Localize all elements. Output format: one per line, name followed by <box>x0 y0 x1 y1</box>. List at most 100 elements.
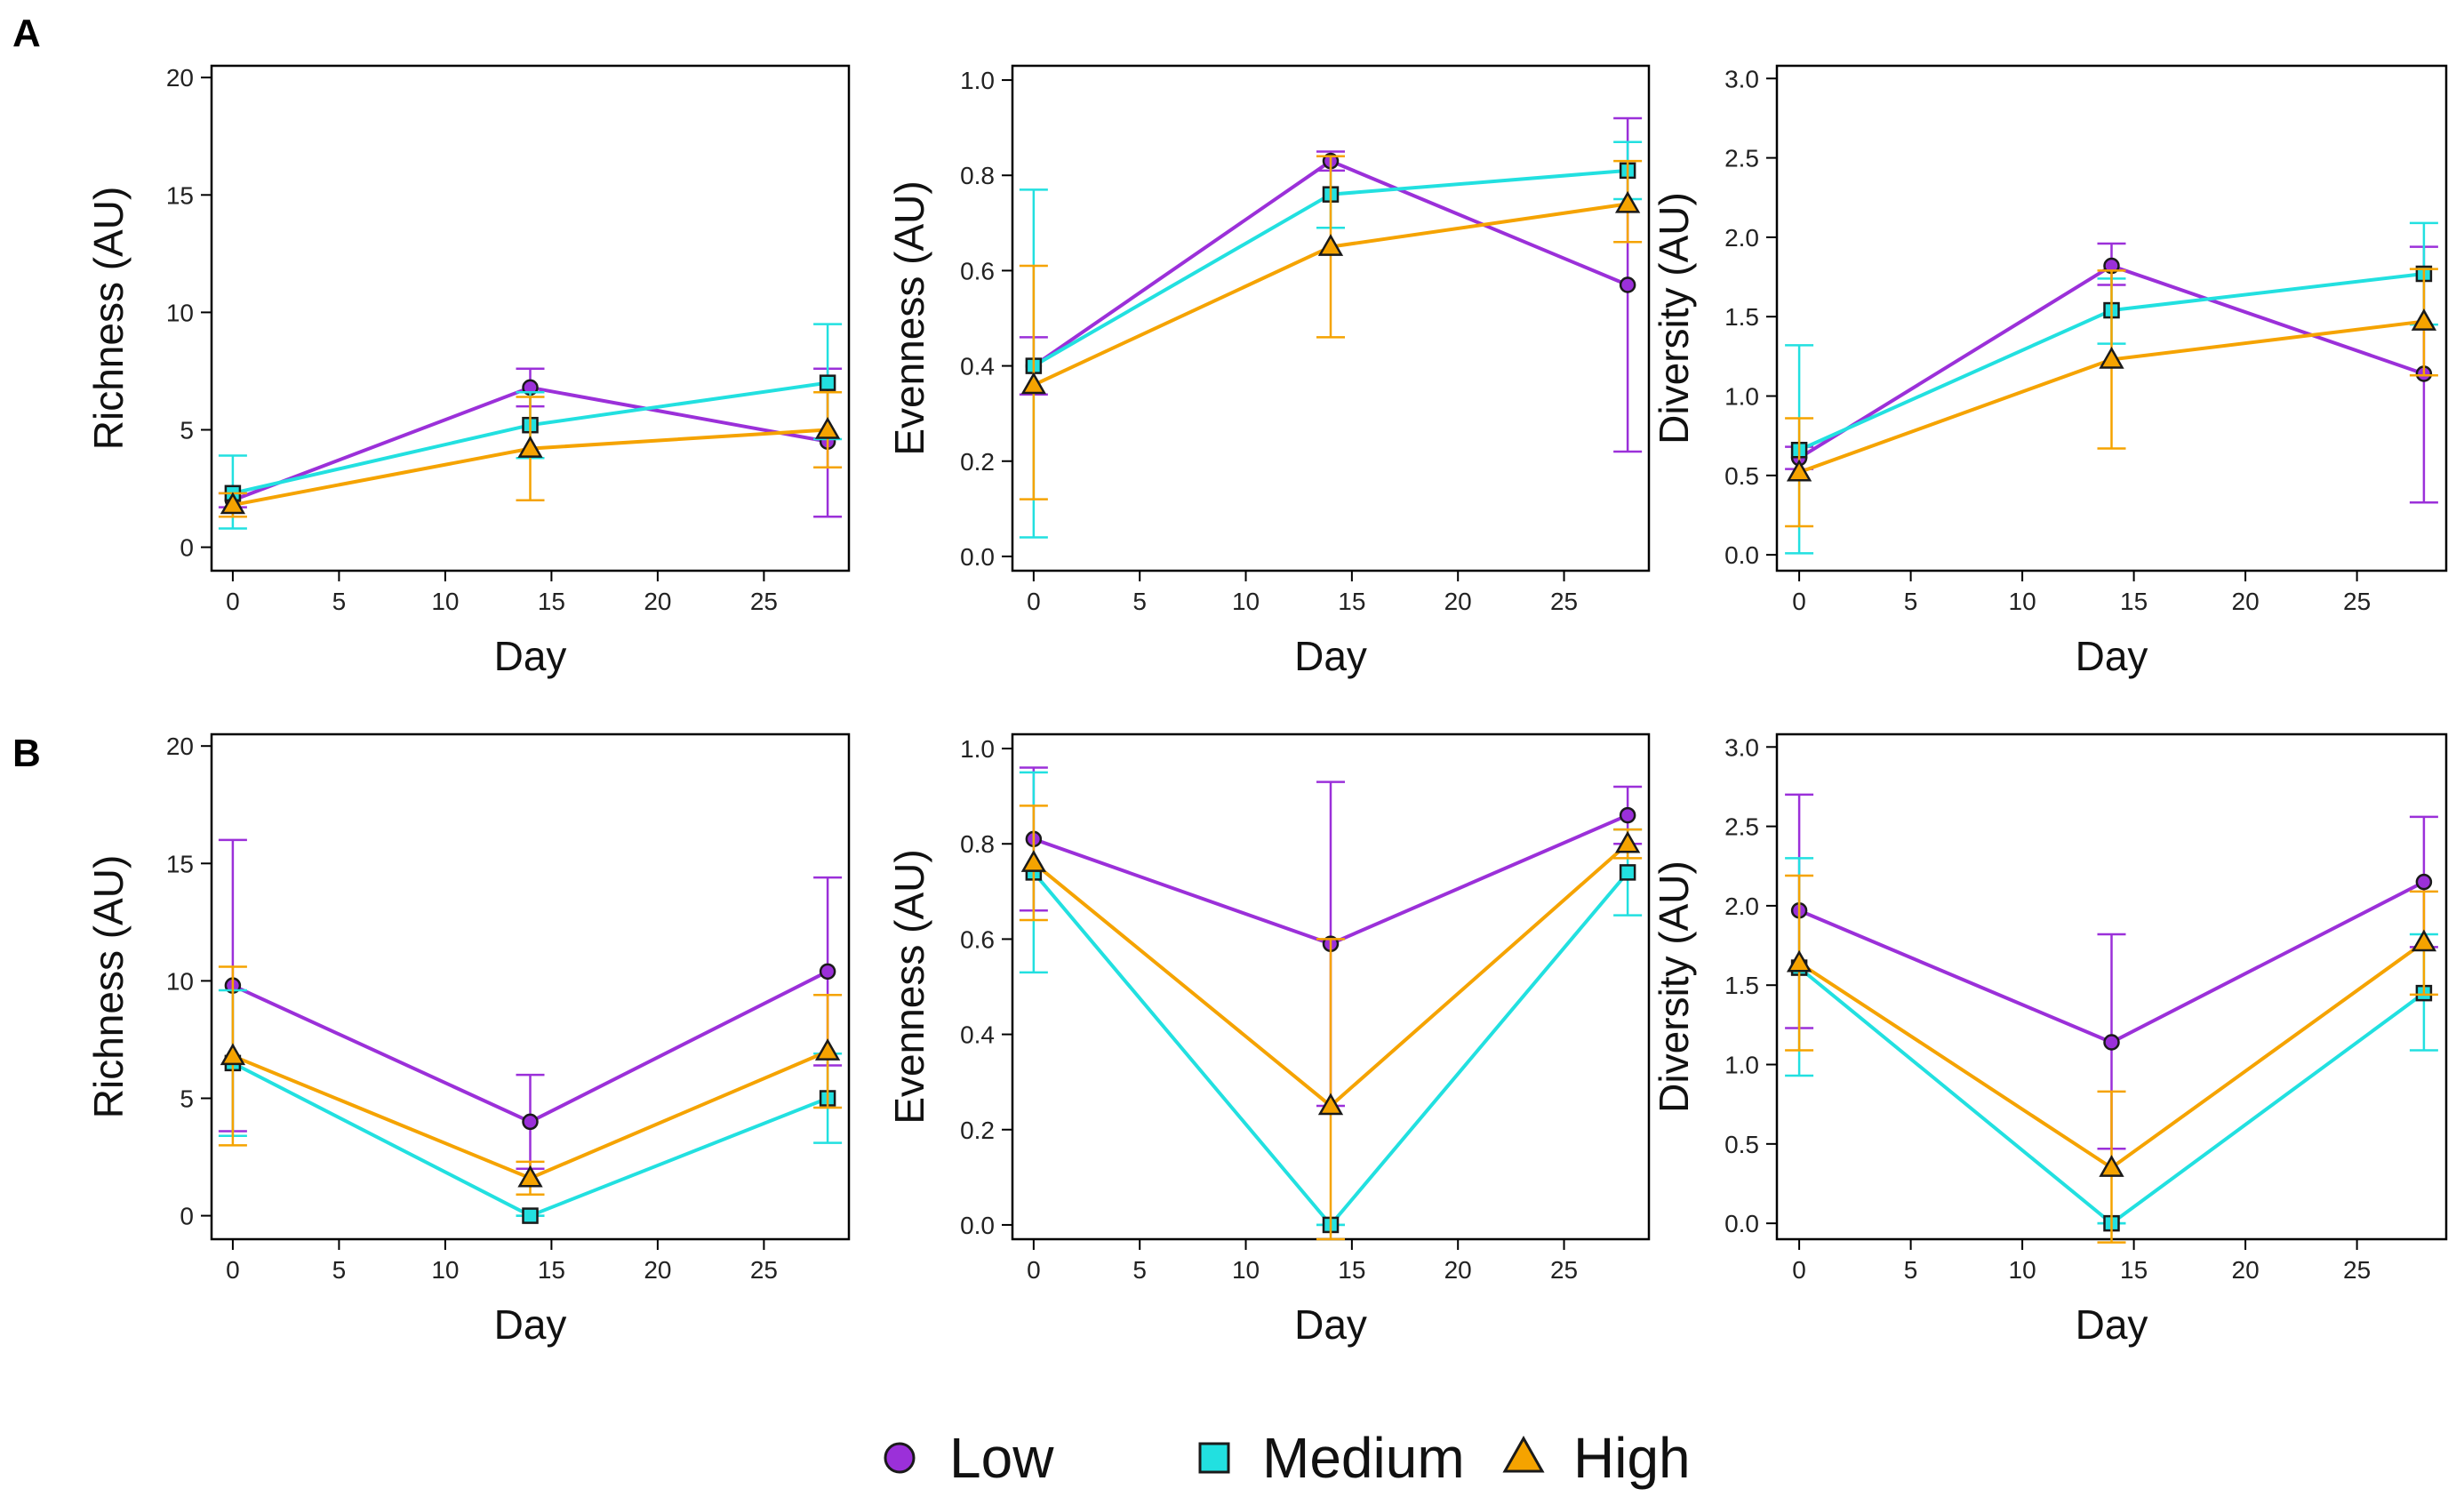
series-high <box>1019 805 1643 1241</box>
series-low <box>218 838 843 1170</box>
legend-label: High <box>1573 1426 1691 1490</box>
y-tick-label: 0 <box>180 534 194 562</box>
plot-frame <box>210 64 851 572</box>
x-tick-label: 25 <box>1550 588 1578 615</box>
y-tick-label: 20 <box>166 732 194 760</box>
y-axis-label: Diversity (AU) <box>1651 861 1697 1113</box>
x-tick-label: 10 <box>1232 1256 1260 1284</box>
data-point <box>1614 190 1641 213</box>
y-tick-label: 5 <box>180 1085 194 1112</box>
data-point <box>2411 308 2437 331</box>
x-tick-label: 15 <box>1338 1256 1365 1284</box>
x-tick-label: 0 <box>226 1256 240 1284</box>
y-tick-label: 1.5 <box>1724 303 1759 331</box>
x-tick-label: 20 <box>1444 588 1472 615</box>
data-point <box>517 1165 543 1188</box>
data-point <box>522 1207 539 1224</box>
x-tick-label: 0 <box>1027 588 1041 615</box>
y-tick-label: 15 <box>166 181 194 209</box>
x-tick-label: 25 <box>2343 1256 2371 1284</box>
y-tick-label: 1.0 <box>960 67 995 94</box>
y-tick-label: 0.6 <box>960 925 995 953</box>
y-tick-label: 0.0 <box>960 543 995 571</box>
data-point <box>2099 346 2124 369</box>
x-tick-label: 10 <box>2009 588 2036 615</box>
x-tick-label: 15 <box>2120 588 2148 615</box>
y-tick-label: 5 <box>180 416 194 444</box>
data-point <box>2103 1034 2120 1051</box>
x-tick-label: 5 <box>1132 588 1147 615</box>
x-tick-label: 10 <box>2009 1256 2036 1284</box>
x-tick-label: 25 <box>750 1256 778 1284</box>
y-tick-label: 0.0 <box>1724 1210 1759 1237</box>
data-point <box>819 963 836 981</box>
x-tick-label: 0 <box>1792 588 1806 615</box>
y-tick-label: 15 <box>166 850 194 877</box>
data-point <box>814 416 841 439</box>
panel-label-a: A <box>12 12 41 55</box>
chart-6: 0 5 10 15 20 25 0.0 0.5 1.0 1.5 2.0 2.5 3.0 Day Divers… <box>1651 732 2448 1348</box>
data-point <box>819 374 836 391</box>
data-point <box>1786 459 1812 482</box>
data-point <box>1020 372 1047 395</box>
y-tick-label: 2.0 <box>1724 224 1759 252</box>
y-tick-label: 0 <box>180 1203 194 1230</box>
y-tick-label: 0.8 <box>960 830 995 858</box>
y-axis-label: Richness (AU) <box>85 187 132 451</box>
data-point <box>1619 864 1636 881</box>
data-point <box>1619 276 1636 293</box>
data-point <box>220 492 246 515</box>
x-axis-label: Day <box>494 1301 567 1348</box>
x-tick-label: 10 <box>1232 588 1260 615</box>
y-tick-label: 0.2 <box>960 1117 995 1144</box>
chart-2: 0 5 10 15 20 25 0.0 0.2 0.4 0.6 0.8 1.0 Day Evenness … <box>886 64 1651 679</box>
y-axis-label: Evenness (AU) <box>886 180 932 455</box>
y-tick-label: 0.0 <box>1724 541 1759 569</box>
y-tick-label: 2.5 <box>1724 145 1759 172</box>
x-tick-label: 20 <box>644 1256 671 1284</box>
data-point <box>2411 929 2437 952</box>
x-tick-label: 5 <box>1904 588 1918 615</box>
y-tick-label: 10 <box>166 967 194 995</box>
x-axis-label: Day <box>2076 1301 2148 1348</box>
y-tick-label: 1.0 <box>960 735 995 763</box>
data-point <box>220 1043 246 1066</box>
y-tick-label: 0.5 <box>1724 462 1759 490</box>
chart-3: 0 5 10 15 20 25 0.0 0.5 1.0 1.5 2.0 2.5 3.0 Day Divers… <box>1651 64 2448 679</box>
legend-label: Medium <box>1262 1426 1465 1490</box>
x-tick-label: 25 <box>2343 588 2371 615</box>
y-tick-label: 3.0 <box>1724 65 1759 92</box>
data-point <box>1619 806 1636 824</box>
plot-frame <box>1011 64 1651 572</box>
y-tick-label: 0.0 <box>960 1212 995 1239</box>
x-tick-label: 0 <box>1792 1256 1806 1284</box>
data-point <box>517 436 543 458</box>
x-tick-label: 15 <box>538 588 565 615</box>
data-point <box>1317 234 1344 256</box>
y-tick-label: 0.6 <box>960 257 995 284</box>
data-point <box>1614 830 1641 853</box>
legend-item-low: Low <box>884 1426 1054 1490</box>
y-axis-label: Richness (AU) <box>85 855 132 1119</box>
y-tick-label: 10 <box>166 299 194 326</box>
series-high <box>218 965 843 1197</box>
x-tick-label: 0 <box>1027 1256 1041 1284</box>
x-tick-label: 20 <box>1444 1256 1472 1284</box>
x-tick-label: 0 <box>226 588 240 615</box>
charts-area: 0 5 10 15 20 25 0 5 10 15 20 Day Richness (AU) 0 5 10 15… <box>85 64 2448 1348</box>
y-tick-label: 0.4 <box>960 1021 995 1049</box>
y-tick-label: 3.0 <box>1724 733 1759 761</box>
x-tick-label: 15 <box>2120 1256 2148 1284</box>
x-tick-label: 20 <box>644 588 671 615</box>
panel-label-b: B <box>12 732 41 775</box>
x-tick-label: 5 <box>332 1256 347 1284</box>
error-bar <box>1316 938 1345 1241</box>
x-axis-label: Day <box>1294 1301 1367 1348</box>
y-tick-label: 1.0 <box>1724 1052 1759 1079</box>
legend-item-high: High <box>1502 1426 1691 1490</box>
legend-circle-marker <box>884 1442 916 1474</box>
series-high <box>1785 874 2438 1244</box>
x-tick-label: 15 <box>538 1256 565 1284</box>
data-point <box>2415 873 2433 891</box>
